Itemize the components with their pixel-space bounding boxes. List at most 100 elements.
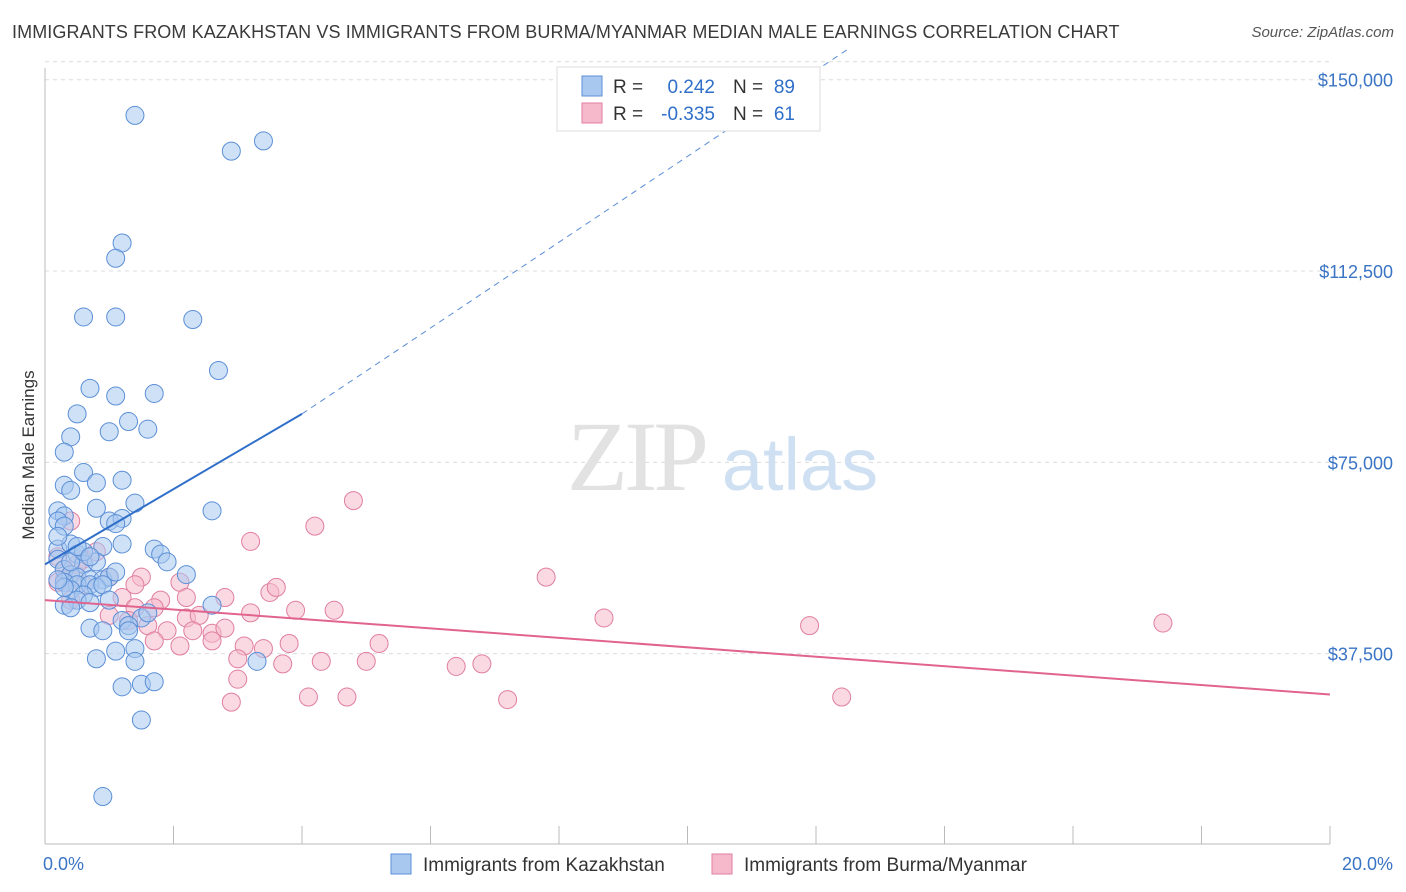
burma-point-40 — [279, 633, 299, 653]
kazakhstan-point-37 — [112, 534, 132, 554]
kazakhstan-point-40 — [157, 552, 177, 572]
burma-point-44 — [311, 651, 331, 671]
burma-point-42 — [228, 649, 248, 669]
burma-point-53 — [343, 491, 363, 511]
kazakhstan-point-71 — [86, 649, 106, 669]
kazakhstan-point-74 — [112, 677, 132, 697]
burma-point-59 — [832, 687, 852, 707]
x-tick-label-0: 0.0% — [43, 854, 84, 874]
kazakhstan-point-12 — [67, 404, 87, 424]
burma-point-56 — [536, 567, 556, 587]
burma-point-25 — [241, 603, 261, 623]
correlation-legend: R = 0.242 N = 89 R = -0.335 N = 61 — [556, 66, 821, 132]
x-tick-labels: 0.0% 20.0% — [43, 854, 1393, 874]
kazakhstan-point-61 — [202, 595, 222, 615]
x-tick-label-1: 20.0% — [1342, 854, 1393, 874]
burma-point-37 — [202, 631, 222, 651]
legend-n-label-2: N = — [733, 104, 763, 125]
axes — [44, 68, 1331, 845]
burma-point-60 — [1153, 613, 1173, 633]
burma-point-57 — [594, 608, 614, 628]
kazakhstan-point-76 — [144, 672, 164, 692]
kazakhstan-point-27 — [202, 501, 222, 521]
burma-point-55 — [241, 531, 261, 551]
kazakhstan-point-51 — [176, 565, 196, 585]
kazakhstan-point-5 — [74, 307, 94, 327]
burma-point-51 — [337, 687, 357, 707]
kazakhstan-point-9 — [80, 378, 100, 398]
bottom-legend-swatch-burma — [711, 853, 733, 875]
kazakhstan-point-78 — [93, 787, 113, 807]
burma-point-13 — [125, 575, 145, 595]
bottom-legend-swatch-kazakhstan — [390, 853, 412, 875]
burma-point-35 — [144, 631, 164, 651]
kazakhstan-point-18 — [74, 463, 94, 483]
burma-point-45 — [356, 651, 376, 671]
kazakhstan-point-69 — [106, 641, 126, 661]
y-tick-labels: $37,500 $75,000 $112,500 $150,000 — [1318, 71, 1393, 665]
burma-trend-line — [44, 599, 1331, 696]
burma-point-50 — [298, 687, 318, 707]
legend-swatch-kazakhstan — [581, 75, 603, 97]
burma-point-26 — [286, 600, 306, 620]
kazakhstan-point-88 — [48, 570, 68, 590]
legend-r-value-2: -0.335 — [661, 104, 715, 125]
kazakhstan-point-72 — [125, 651, 145, 671]
kazakhstan-point-6 — [106, 307, 126, 327]
source-label: Source: ZipAtlas.com — [1251, 24, 1394, 41]
kazakhstan-point-77 — [131, 710, 151, 730]
burma-point-32 — [183, 621, 203, 641]
kazakhstan-point-68 — [119, 621, 139, 641]
kazakhstan-point-23 — [125, 493, 145, 513]
burma-point-15 — [176, 588, 196, 608]
legend-swatch-burma — [581, 102, 603, 124]
legend-n-value-1: 89 — [774, 77, 795, 98]
kazakhstan-trend-line — [44, 413, 303, 566]
kazakhstan-point-1 — [221, 141, 241, 161]
series-kazakhstan-points — [48, 105, 273, 807]
watermark: ZIP atlas — [567, 401, 878, 512]
y-tick-label-1: $75,000 — [1328, 453, 1393, 473]
burma-point-46 — [446, 656, 466, 676]
burma-point-47 — [472, 654, 492, 674]
legend-n-value-2: 61 — [774, 104, 795, 125]
burma-point-48 — [228, 669, 248, 689]
kazakhstan-point-22 — [61, 480, 81, 500]
burma-point-43 — [273, 654, 293, 674]
burma-point-54 — [305, 516, 325, 536]
kazakhstan-point-15 — [99, 422, 119, 442]
burma-point-58 — [800, 616, 820, 636]
watermark-atlas: atlas — [722, 423, 878, 506]
legend-n-label-1: N = — [733, 77, 763, 98]
bottom-legend-label-kazakhstan: Immigrants from Kazakhstan — [423, 855, 665, 876]
kazakhstan-point-14 — [138, 419, 158, 439]
kazakhstan-point-87 — [99, 590, 119, 610]
kazakhstan-point-21 — [112, 470, 132, 490]
series-legend: Immigrants from Kazakhstan Immigrants fr… — [390, 853, 1028, 876]
burma-point-49 — [221, 692, 241, 712]
legend-r-label-1: R = — [613, 77, 643, 98]
chart-title: IMMIGRANTS FROM KAZAKHSTAN VS IMMIGRANTS… — [12, 22, 1120, 42]
trend-lines — [44, 48, 1331, 696]
burma-point-41 — [369, 633, 389, 653]
legend-r-value-1: 0.242 — [667, 77, 715, 98]
kazakhstan-point-4 — [106, 248, 126, 268]
burma-point-27 — [324, 600, 344, 620]
burma-point-34 — [215, 618, 235, 638]
kazakhstan-point-13 — [119, 412, 139, 432]
burma-point-52 — [498, 690, 518, 710]
kazakhstan-point-10 — [144, 383, 164, 403]
y-tick-label-3: $150,000 — [1318, 71, 1393, 91]
y-axis-label: Median Male Earnings — [19, 370, 38, 539]
kazakhstan-point-2 — [253, 131, 273, 151]
kazakhstan-point-73 — [247, 651, 267, 671]
kazakhstan-point-26 — [86, 498, 106, 518]
kazakhstan-point-0 — [125, 105, 145, 125]
burma-point-18 — [266, 577, 286, 597]
kazakhstan-point-80 — [48, 526, 68, 546]
y-tick-label-0: $37,500 — [1328, 645, 1393, 665]
legend-r-label-2: R = — [613, 104, 643, 125]
kazakhstan-point-19 — [86, 473, 106, 493]
kazakhstan-point-84 — [80, 547, 100, 567]
